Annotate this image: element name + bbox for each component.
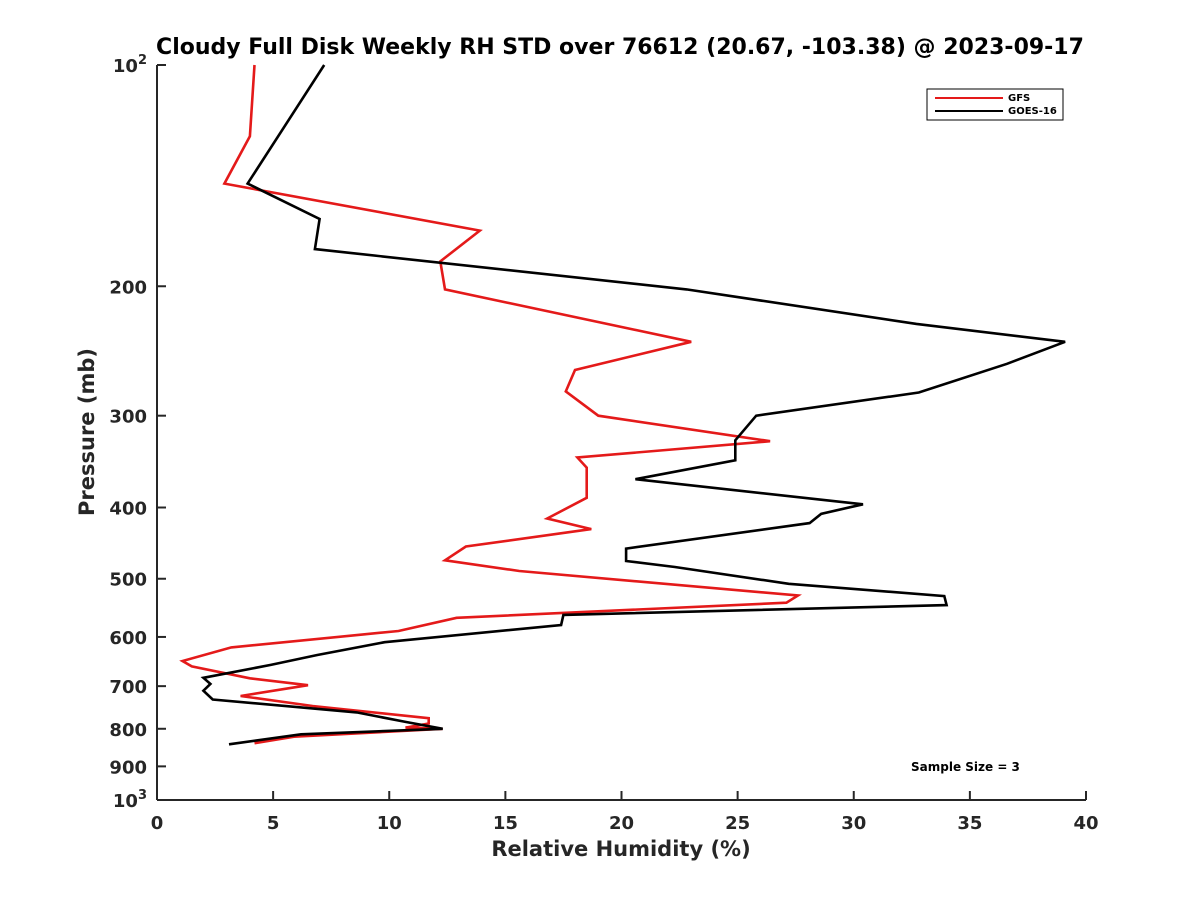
y-tick-label: 600 [109, 628, 147, 649]
data-lines [179, 64, 1066, 746]
plot-area [157, 65, 1086, 800]
x-tick-label: 40 [1073, 813, 1098, 834]
x-axis-label: Relative Humidity (%) [491, 837, 750, 861]
series-line-gfs [179, 64, 803, 745]
x-tick-label: 20 [609, 813, 634, 834]
x-tick-label: 5 [267, 813, 280, 834]
legend-label-goes-16: GOES-16 [1008, 106, 1057, 117]
y-tick-label: 200 [109, 277, 147, 298]
y-tick-label: 500 [109, 570, 147, 591]
legend-label-gfs: GFS [1008, 93, 1030, 104]
y-tick-label: 400 [109, 499, 147, 520]
y-tick-label: 700 [109, 677, 147, 698]
y-axis: 102 200 300 400 500 600 700 800 900 103 [109, 53, 166, 812]
series-line-goes-16 [200, 64, 1066, 746]
x-tick-label: 15 [493, 813, 518, 834]
y-tick-label: 103 [113, 788, 147, 812]
x-tick-label: 0 [151, 813, 164, 834]
y-tick-label: 300 [109, 407, 147, 428]
y-axis-label: Pressure (mb) [75, 348, 99, 516]
x-tick-label: 10 [377, 813, 402, 834]
legend-box [926, 88, 1064, 121]
x-axis: 0 5 10 15 20 25 30 35 40 [151, 791, 1099, 834]
y-tick-label: 900 [109, 757, 147, 778]
x-tick-label: 30 [841, 813, 866, 834]
x-tick-label: 25 [725, 813, 750, 834]
sample-size-annotation: Sample Size = 3 [911, 760, 1020, 774]
x-tick-label: 35 [957, 813, 982, 834]
y-tick-label: 102 [113, 53, 147, 77]
chart-title: Cloudy Full Disk Weekly RH STD over 7661… [156, 35, 1084, 60]
y-tick-label: 800 [109, 720, 147, 741]
legend: GFS GOES-16 [926, 88, 1064, 121]
